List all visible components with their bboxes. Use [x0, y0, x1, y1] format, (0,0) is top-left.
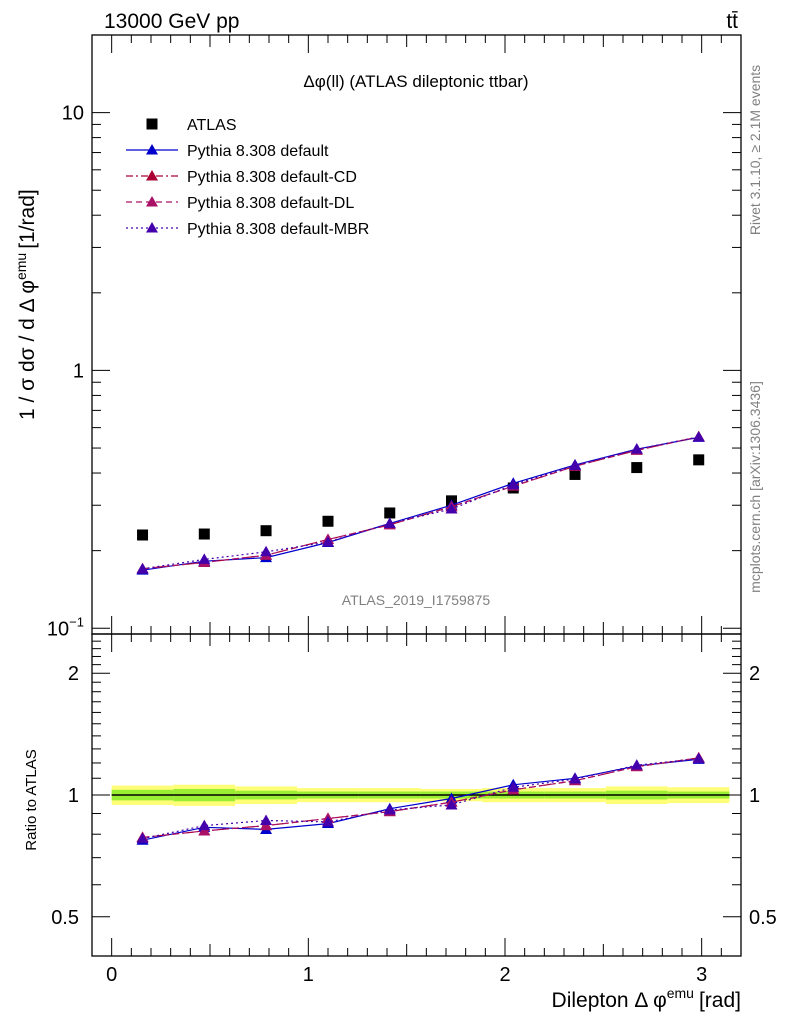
ratio-y-tick-label-right: 1 [749, 785, 760, 807]
series-pythia-8-308-default [136, 431, 705, 575]
x-axis-label-unit: [rad] [699, 989, 741, 1012]
legend-label: Pythia 8.308 default-CD [187, 169, 357, 186]
data-point-pythia-8-308-default-mbr [198, 553, 211, 564]
data-point-pythia-8-308-default-mbr [260, 814, 273, 825]
ratio-axis-ticks [92, 633, 742, 957]
chart-title: Δφ(ll) (ATLAS dileptonic ttbar) [303, 72, 528, 91]
ratio-y-tick-labels: 0.5 0.5 1 1 2 2 [51, 663, 777, 929]
data-point-pythia-8-308-default-mbr [569, 773, 582, 784]
series-pythia-8-308-default-mbr [136, 752, 705, 844]
series-pythia-8-308-default-mbr [136, 430, 705, 574]
data-point-pythia-8-308-default-mbr [383, 804, 396, 815]
y-tick-label: 10 [62, 103, 84, 125]
legend-entry-pythia-8-308-default: Pythia 8.308 default [126, 143, 329, 160]
main-y-tick-labels: 10−1 1 10 [47, 103, 84, 641]
x-tick-label: 3 [696, 964, 707, 986]
legend-entry-pythia-8-308-default-mbr: Pythia 8.308 default-MBR [126, 221, 369, 238]
energy-label: 13000 GeV pp [104, 10, 239, 33]
data-point-pythia-8-308-default-mbr [136, 832, 149, 844]
data-point-atlas [693, 454, 705, 466]
data-point-atlas [260, 525, 272, 537]
data-point-atlas [569, 468, 581, 480]
data-point-pythia-8-308-default-mbr [445, 798, 458, 810]
data-point-pythia-8-308-default-mbr [198, 819, 211, 831]
x-tick-labels: 0 1 2 3 [106, 964, 707, 986]
series-line-pythia-8-308-default-cd [142, 436, 699, 570]
ratio-y-axis-label: Ratio to ATLAS [23, 749, 40, 850]
legend-label: ATLAS [187, 117, 237, 134]
ratio-y-tick-label-left: 2 [68, 663, 79, 685]
series-pythia-8-308-default-cd [136, 430, 705, 574]
ratio-series-group [136, 751, 705, 845]
main-y-axis-label-sup: emu [13, 253, 29, 280]
ratio-panel: 0.5 0.5 1 1 2 2 0 1 2 3 [51, 633, 777, 986]
series-line-pythia-8-308-default-dl [142, 757, 699, 839]
data-point-atlas [137, 529, 149, 541]
main-y-axis-label-main: 1 / σ dσ / d Δ φ [16, 280, 39, 420]
x-axis-label: Dilepton Δ φemu [rad] [552, 985, 741, 1012]
data-point-pythia-8-308-default-mbr [692, 430, 705, 442]
data-point-pythia-8-308-default-mbr [630, 759, 643, 770]
series-line-pythia-8-308-default-mbr [142, 436, 699, 570]
series-line-pythia-8-308-default [142, 436, 699, 571]
x-tick-label: 1 [303, 964, 314, 986]
y-tick-label: 1 [73, 360, 84, 382]
legend-entry-pythia-8-308-default-dl: Pythia 8.308 default-DL [126, 195, 354, 212]
x-tick-label: 0 [106, 964, 117, 986]
x-axis-label-sup: emu [667, 985, 694, 1001]
y-tick-label: 10−1 [47, 614, 84, 640]
data-point-pythia-8-308-default-mbr [569, 459, 582, 470]
data-point-pythia-8-308-default [146, 144, 158, 155]
data-point-pythia-8-308-default-mbr [445, 503, 458, 514]
data-point-atlas [631, 462, 643, 474]
ratio-y-tick-label-left: 0.5 [51, 907, 79, 929]
data-point-pythia-8-308-default-dl [198, 824, 211, 836]
data-point-atlas [198, 528, 210, 540]
legend: ATLAS Pythia 8.308 default Pythia 8.308 de… [126, 117, 369, 238]
legend-label: Pythia 8.308 default-DL [187, 195, 354, 212]
data-point-pythia-8-308-default-mbr [383, 517, 396, 528]
data-point-pythia-8-308-default-mbr [260, 545, 273, 557]
data-point-pythia-8-308-default-mbr [322, 815, 334, 827]
main-series-group [136, 430, 705, 575]
main-y-axis-label-unit: [1/rad] [16, 189, 39, 249]
process-label: tt̄ [726, 10, 738, 33]
series-atlas [137, 454, 705, 541]
data-point-atlas [384, 507, 396, 519]
series-line-pythia-8-308-default-dl [142, 436, 699, 570]
x-tick-label: 2 [499, 964, 510, 986]
ratio-y-tick-label-right: 2 [749, 663, 760, 685]
x-axis-label-main: Dilepton Δ φ [552, 989, 667, 1012]
data-point-pythia-8-308-default-mbr [507, 781, 520, 792]
data-point-atlas [146, 118, 158, 130]
legend-entry-atlas: ATLAS [146, 117, 237, 134]
data-point-pythia-8-308-default-mbr [136, 562, 149, 574]
ratio-y-tick-label-right: 0.5 [749, 907, 777, 929]
mcplots-info: mcplots.cern.ch [arXiv:1306.3436] [747, 381, 763, 593]
data-point-pythia-8-308-default-mbr [692, 752, 705, 764]
legend-label: Pythia 8.308 default [187, 143, 329, 160]
data-point-pythia-8-308-default-mbr [322, 536, 334, 547]
data-point-pythia-8-308-default-mbr [146, 222, 158, 233]
data-point-atlas [322, 515, 334, 527]
legend-label: Pythia 8.308 default-MBR [187, 221, 369, 238]
data-point-pythia-8-308-default-mbr [630, 443, 643, 454]
series-line-pythia-8-308-default-mbr [142, 758, 699, 840]
data-point-pythia-8-308-default-dl [146, 196, 158, 207]
legend-entry-pythia-8-308-default-cd: Pythia 8.308 default-CD [126, 169, 357, 186]
analysis-watermark: ATLAS_2019_I1759875 [342, 592, 491, 608]
main-axis-ticks [92, 34, 742, 634]
ratio-y-tick-label-left: 1 [68, 785, 79, 807]
main-y-axis-label: 1 / σ dσ / d Δ φemu [1/rad] [13, 189, 39, 420]
data-point-pythia-8-308-default-mbr [507, 478, 520, 490]
data-point-pythia-8-308-default-cd [146, 170, 158, 181]
series-pythia-8-308-default-dl [136, 430, 705, 574]
rivet-info: Rivet 3.1.10, ≥ 2.1M events [747, 65, 763, 235]
